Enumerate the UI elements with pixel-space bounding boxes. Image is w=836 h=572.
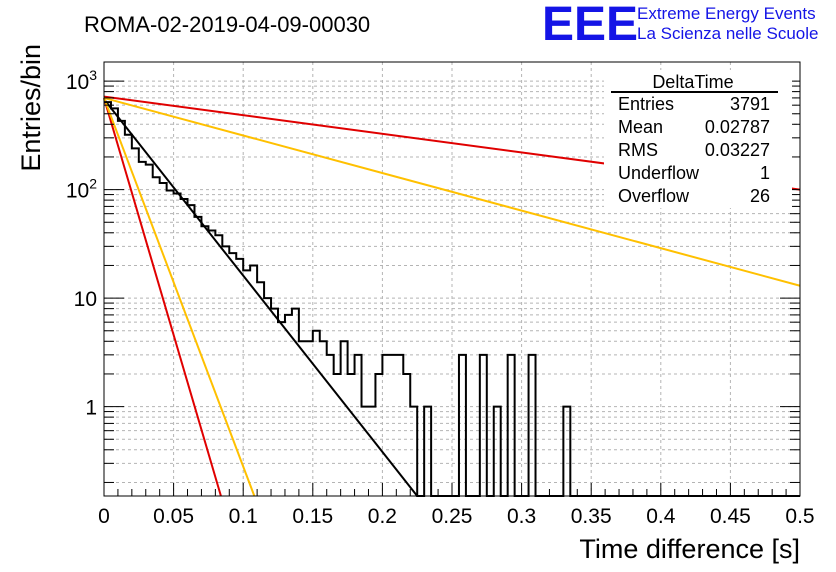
stats-box-name: DeltaTime: [652, 72, 733, 92]
x-tick-label-0: 0: [98, 505, 110, 528]
x-tick-label-1: 0.05: [153, 505, 194, 528]
x-tick-label-7: 0.35: [571, 505, 612, 528]
stats-label-mean: Mean: [618, 117, 663, 137]
x-tick-label-2: 0.1: [229, 505, 258, 528]
stats-value-rms: 0.03227: [705, 140, 770, 160]
x-tick-label-4: 0.2: [368, 505, 397, 528]
chart-title: ROMA-02-2019-04-09-00030: [84, 12, 370, 37]
stats-value-entries: 3791: [730, 94, 770, 114]
y-tick-label-1: 10: [74, 288, 97, 311]
fit-line-3: [103, 96, 801, 287]
logo-mark: EEE: [542, 0, 638, 51]
stats-label-overflow: Overflow: [618, 186, 690, 206]
x-tick-label-10: 0.5: [785, 505, 814, 528]
stats-box: DeltaTime Entries 3791 Mean 0.02787 RMS 0.032…: [604, 70, 792, 208]
x-tick-label-6: 0.3: [507, 505, 536, 528]
stats-label-underflow: Underflow: [618, 163, 700, 183]
stats-value-underflow: 1: [760, 163, 770, 183]
fit-line-2: [103, 97, 222, 497]
tick-labels: 0 0.05 0.1 0.15 0.2 0.25 0.3 0.35 0.4 0.45 0.5 1 10 1…: [66, 67, 815, 528]
x-tick-label-3: 0.15: [292, 505, 333, 528]
stats-label-rms: RMS: [618, 140, 658, 160]
logo-line-2: La Scienza nelle Scuole: [637, 24, 818, 43]
x-tick-label-8: 0.4: [646, 505, 676, 528]
eee-logo: EEE Extreme Energy Events La Scienza nel…: [542, 0, 818, 51]
x-axis-title: Time difference [s]: [579, 534, 800, 564]
y-tick-label-0: 1: [85, 397, 97, 420]
fit-line-4: [103, 97, 256, 497]
grid: [104, 62, 800, 496]
y-tick-label-2: 102: [66, 176, 97, 203]
logo-line-1: Extreme Energy Events: [637, 4, 816, 23]
stats-value-mean: 0.02787: [705, 117, 770, 137]
fit-line-0: [103, 98, 418, 497]
x-tick-label-9: 0.45: [710, 505, 751, 528]
axis-ticks: [103, 80, 801, 496]
stats-value-overflow: 26: [750, 186, 770, 206]
y-axis-title: Entries/bin: [16, 44, 46, 172]
x-tick-label-5: 0.25: [432, 505, 473, 528]
stats-label-entries: Entries: [618, 94, 674, 114]
y-tick-label-3: 103: [66, 67, 97, 94]
